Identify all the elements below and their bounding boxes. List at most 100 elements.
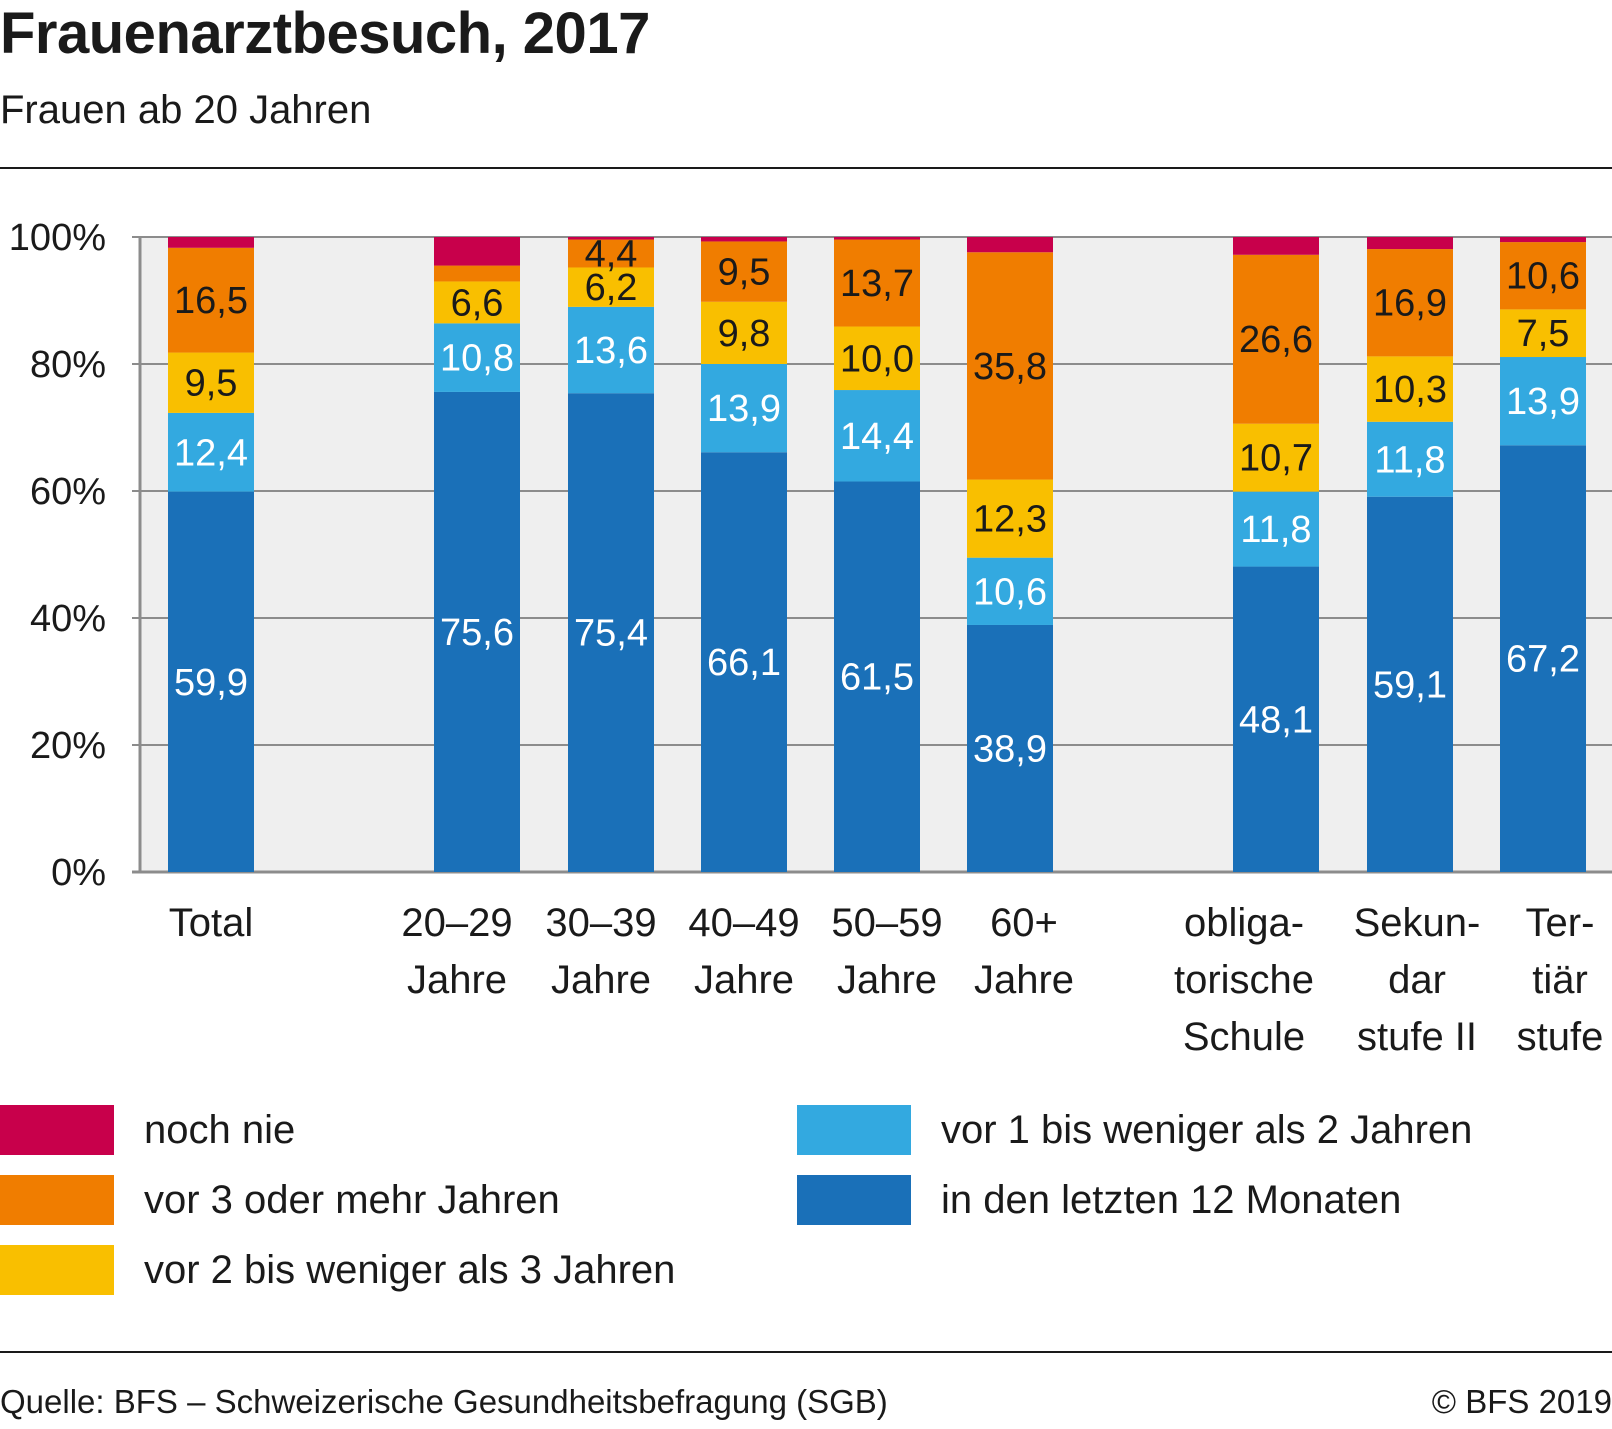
legend-label: vor 3 oder mehr Jahren [144,1177,560,1222]
chart-title: Frauenarztbesuch, 2017 [0,1,650,66]
x-tick-label: Jahre [407,958,507,1002]
bar-segment [1367,249,1453,357]
data-label: 9,8 [718,313,771,355]
bar-segment [434,281,520,324]
data-label: 59,9 [174,662,248,704]
source-note: Quelle: BFS – Schweizerische Gesundheits… [0,1383,888,1420]
legend-item-vor-1-bis-2: vor 1 bis weniger als 2 Jahren [797,1105,1472,1155]
x-tick-label: obliga- [1184,901,1304,945]
legend-item-vor-3-oder-mehr: vor 3 oder mehr Jahren [0,1175,560,1225]
bar-segment [834,237,920,240]
legend-swatch [797,1175,911,1225]
bar-segment [1367,496,1453,872]
stacked-bar-chart: 0% 20% 40% 60% 80% 100% 59,9 12,4 9,5 16,5 75,6 10,… [9,217,1612,1059]
bar-segment [1500,242,1586,310]
bar-segment [967,557,1053,625]
x-tick-label: Jahre [974,958,1074,1002]
data-label: 13,9 [707,388,781,430]
bar-segment [1500,309,1586,358]
bar-segment [1233,423,1319,492]
data-label: 10,0 [840,338,914,380]
bar-segment [1233,237,1319,255]
x-tick-label: 60+ [990,901,1058,945]
legend-swatch [797,1105,911,1155]
bar-segment [1233,491,1319,567]
bar-segment [967,624,1053,872]
x-tick-label: Schule [1183,1015,1305,1059]
bar-segment [168,237,254,248]
data-label: 38,9 [973,728,1047,770]
data-label: 13,9 [1506,381,1580,423]
data-label: 4,4 [585,234,638,276]
bar-segment [434,265,520,282]
x-tick-label: Jahre [837,958,937,1002]
legend-item-vor-2-bis-3: vor 2 bis weniger als 3 Jahren [0,1245,675,1295]
bar-segment [701,301,787,364]
x-tick-label: Jahre [551,958,651,1002]
copyright-note: © BFS 2019 [1431,1383,1612,1420]
y-tick-label: 80% [30,344,106,386]
bar-segment [834,390,920,482]
bar-segment [701,237,787,242]
bar-segment [1367,356,1453,422]
bar-segment [701,241,787,302]
x-tick-label: torische [1174,958,1314,1002]
legend-item-letzte-12-monate: in den letzten 12 Monaten [797,1175,1401,1225]
data-label: 7,5 [1517,313,1570,355]
bar-segment [1367,421,1453,497]
data-label: 11,8 [1240,509,1311,551]
bar-segment [1500,357,1586,446]
data-label: 12,4 [174,432,248,474]
data-label: 75,6 [440,612,514,654]
x-tick-label: 40–49 [688,901,799,945]
data-label: 14,4 [840,416,914,458]
bar-segment [834,239,920,327]
bar-segment [1367,237,1453,250]
bar-segment [967,479,1053,558]
legend-label: in den letzten 12 Monaten [941,1177,1402,1222]
data-label: 9,5 [718,252,771,294]
legend-label: vor 1 bis weniger als 2 Jahren [941,1107,1473,1152]
legend-swatch [0,1245,114,1295]
bar-segment [568,393,654,872]
data-label: 66,1 [707,642,781,684]
bottom-divider [0,1351,1612,1353]
data-label: 61,5 [840,657,914,699]
data-label: 35,8 [973,346,1047,388]
top-divider [0,167,1612,169]
x-tick-label: Sekun- [1354,901,1481,945]
data-label: 59,1 [1373,664,1447,706]
bar-segment [568,237,654,240]
bar-segment [1233,254,1319,424]
x-tick-label: stufe II [1357,1015,1477,1059]
data-label: 11,8 [1374,439,1445,481]
data-label: 9,5 [185,363,238,405]
x-tick-label: tiär [1532,958,1588,1002]
bar-segment [967,237,1053,253]
bar-segment [568,306,654,394]
bar-segment [434,391,520,872]
x-tick-label: Jahre [694,958,794,1002]
data-label: 16,9 [1373,283,1447,325]
data-label: 12,3 [973,499,1047,541]
bar-segment [168,247,254,353]
x-tick-label: 50–59 [831,901,942,945]
bar-segment [701,364,787,453]
data-label: 13,6 [574,330,648,372]
y-tick-label: 40% [30,598,106,640]
chart-subtitle: Frauen ab 20 Jahren [0,88,372,132]
bar-segment [1500,237,1586,243]
bar-segment [434,323,520,392]
bar-segment [967,252,1053,480]
data-label: 10,8 [440,338,514,380]
legend-swatch [0,1105,114,1155]
x-tick-label: stufe [1517,1015,1604,1059]
bar-segment [834,326,920,391]
legend-label: noch nie [144,1107,296,1152]
y-tick-label: 60% [30,471,106,513]
data-label: 13,7 [840,263,914,305]
x-tick-label: Ter- [1526,901,1595,945]
x-tick-label: Total [169,901,254,945]
data-label: 48,1 [1239,699,1313,741]
data-label: 10,7 [1239,438,1313,480]
